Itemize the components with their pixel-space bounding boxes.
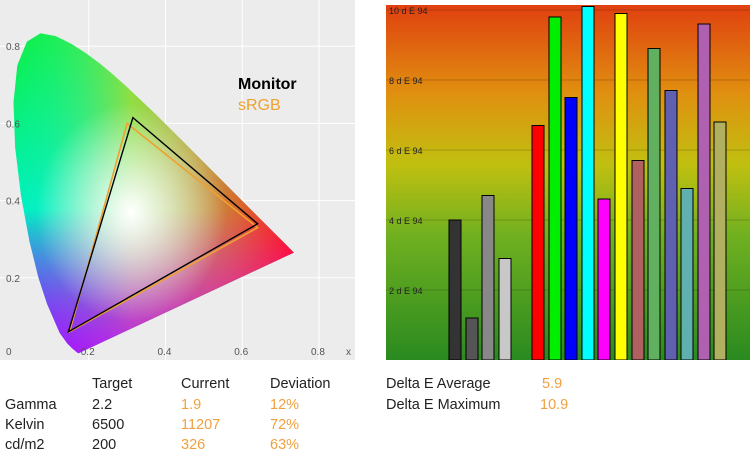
row-kelvin-deviation: 72%: [270, 417, 300, 433]
cie-y-tick: 0.4: [6, 197, 20, 208]
delta-e-bar: [564, 97, 578, 360]
delta-e-y-tick: 10 d E 94: [389, 6, 428, 16]
row-kelvin-label: Kelvin: [5, 417, 45, 433]
delta-e-bar: [548, 16, 562, 360]
delta-e-y-tick: 8 d E 94: [389, 76, 423, 86]
delta-e-bar: [680, 188, 694, 360]
delta-e-bar: [448, 219, 462, 360]
cie-x-tick: x: [346, 347, 351, 358]
monitor-gamut-triangle: [67, 116, 259, 334]
cie-y-tick: 0.8: [6, 42, 20, 53]
cie-x-tick: 0.8: [311, 347, 325, 358]
cie-y-tick: 0.2: [6, 274, 20, 285]
delta-e-y-tick: 4 d E 94: [389, 216, 423, 226]
delta-e-bar: [614, 13, 628, 360]
cie-y-tick: 0.6: [6, 119, 20, 130]
delta-e-bar: [531, 125, 545, 360]
delta-e-maximum-label: Delta E Maximum: [386, 397, 501, 413]
header-current: Current: [181, 376, 230, 392]
delta-e-y-tick: 6 d E 94: [389, 146, 423, 156]
header-target: Target: [92, 376, 133, 392]
row-luminance-label: cd/m2: [5, 437, 45, 453]
delta-e-bar: [713, 121, 727, 360]
delta-e-bar: [597, 198, 611, 360]
delta-e-bar: [481, 195, 495, 360]
delta-e-bar: [498, 258, 512, 360]
legend-monitor: Monitor: [238, 76, 297, 93]
delta-e-bars: [448, 6, 727, 360]
delta-e-plot-svg: 2 d E 94 4 d E 94 6 d E 94 8 d E 94 10 d E 9…: [386, 5, 750, 360]
delta-e-bar-chart: 2 d E 94 4 d E 94 6 d E 94 8 d E 94 10 d E 9…: [386, 5, 750, 360]
spectral-locus: [13, 33, 294, 354]
cie-x-tick: 0.6: [234, 347, 248, 358]
cie-x-tick: 0.2: [81, 347, 95, 358]
row-gamma-deviation: 12%: [270, 397, 300, 413]
srgb-gamut-triangle: [68, 122, 260, 334]
cie-axis-ticks: 0 0.2 0.4 0.6 0.8 x 0.2 0.4 0.6 0.8: [6, 42, 351, 358]
locus-white-fill: [13, 33, 294, 354]
cie-plot-svg: 0 0.2 0.4 0.6 0.8 x 0.2 0.4 0.6 0.8 Monitor sRGB: [0, 0, 355, 360]
header-deviation: Deviation: [270, 376, 331, 392]
row-gamma-target: 2.2: [92, 397, 113, 413]
row-luminance-current: 326: [181, 437, 206, 453]
cie-x-tick: 0: [6, 347, 12, 358]
row-gamma-current: 1.9: [181, 397, 202, 413]
calibration-stats-table: Target Current Deviation Gamma 2.2 1.9 1…: [0, 374, 370, 458]
delta-e-bar: [581, 6, 595, 360]
delta-e-bar: [647, 48, 661, 360]
legend-srgb: sRGB: [238, 97, 281, 114]
row-kelvin-target: 6500: [92, 417, 125, 433]
cie-chromaticity-chart: 0 0.2 0.4 0.6 0.8 x 0.2 0.4 0.6 0.8 Monitor sRGB: [0, 0, 355, 360]
delta-e-y-tick: 2 d E 94: [389, 286, 423, 296]
delta-e-average-value: 5.9: [542, 376, 563, 392]
gamut-triangles: [67, 116, 260, 334]
delta-e-bar: [631, 160, 645, 360]
delta-e-maximum-value: 10.9: [540, 397, 569, 413]
row-luminance-target: 200: [92, 437, 117, 453]
delta-e-bar: [664, 90, 678, 360]
row-luminance-deviation: 63%: [270, 437, 300, 453]
delta-e-summary: Delta E Average 5.9 Delta E Maximum 10.9: [386, 374, 686, 418]
delta-e-ticks: 2 d E 94 4 d E 94 6 d E 94 8 d E 94 10 d E 9…: [389, 6, 428, 296]
delta-e-bar: [697, 23, 711, 360]
delta-e-average-label: Delta E Average: [386, 376, 491, 392]
cie-x-tick: 0.4: [158, 347, 172, 358]
delta-e-bar: [465, 317, 479, 360]
row-gamma-label: Gamma: [5, 397, 57, 413]
row-kelvin-current: 11207: [181, 417, 221, 433]
